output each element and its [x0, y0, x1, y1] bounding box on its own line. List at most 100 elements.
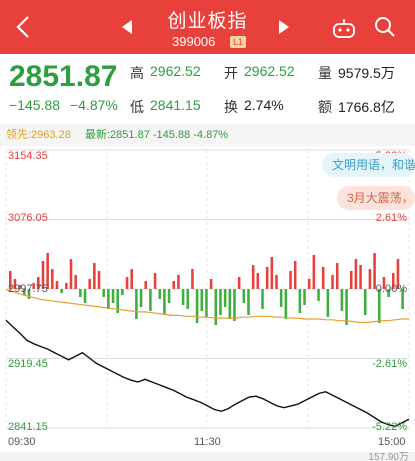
- breadth-bar: [172, 281, 176, 289]
- breadth-bar: [326, 289, 330, 317]
- breadth-bar: [149, 289, 152, 311]
- breadth-bar: [51, 269, 54, 289]
- y-axis-mid: 2997.75: [8, 283, 48, 295]
- breadth-bar: [219, 289, 222, 315]
- breadth-bar: [335, 263, 339, 289]
- breadth-bar: [391, 273, 395, 289]
- pct-axis-lower: -2.61%: [372, 358, 407, 370]
- turnover-label: 换: [224, 99, 238, 115]
- news-pill-1[interactable]: 文明用语，和谐: [322, 153, 415, 177]
- breadth-bar: [377, 289, 381, 323]
- breadth-bar: [242, 289, 246, 303]
- breadth-bar: [46, 253, 49, 289]
- breadth-bar: [298, 289, 302, 313]
- low-label: 低: [130, 99, 144, 115]
- breadth-bar: [74, 275, 77, 289]
- breadth-bar: [121, 289, 124, 295]
- y-axis-upper: 3076.05: [8, 212, 48, 224]
- breadth-bar: [186, 289, 190, 309]
- breadth-bar: [223, 289, 227, 307]
- breadth-bar: [307, 279, 311, 289]
- open-value: 2962.52: [244, 63, 295, 79]
- breadth-bar: [373, 253, 376, 289]
- search-icon[interactable]: [374, 16, 396, 38]
- breadth-bar: [279, 289, 283, 307]
- breadth-bar: [289, 271, 292, 289]
- breadth-bar: [261, 289, 264, 309]
- breadth-bar: [116, 289, 119, 313]
- pct-axis-bottom: -5.22%: [372, 421, 407, 433]
- y-axis-lower: 2919.45: [8, 358, 48, 370]
- back-arrow-icon[interactable]: [12, 14, 36, 40]
- time-mid: 11:30: [194, 436, 221, 448]
- breadth-bar: [209, 279, 213, 289]
- current-price: 2851.87: [9, 60, 118, 93]
- breadth-bar: [387, 289, 390, 297]
- turnover-value: 2.74%: [244, 97, 284, 113]
- page-title: 创业板指: [167, 11, 248, 32]
- breadth-bar: [233, 289, 236, 321]
- breadth-bar: [97, 271, 101, 289]
- volume-value: 9579.5万: [338, 65, 395, 81]
- breadth-bar: [139, 289, 143, 307]
- breadth-bar: [158, 289, 162, 299]
- breadth-bar: [107, 289, 110, 309]
- news-pill-2[interactable]: 3月大震荡，: [337, 186, 415, 210]
- breadth-bar: [382, 277, 386, 289]
- breadth-bar: [265, 267, 269, 289]
- amount-label: 额: [318, 99, 332, 115]
- breadth-bar: [293, 261, 297, 289]
- breadth-bar: [321, 267, 325, 289]
- lead-index-text: 领先:2963.28: [6, 129, 71, 141]
- time-end: 15:00: [378, 436, 406, 448]
- breadth-bar: [41, 261, 45, 289]
- breadth-bar: [237, 277, 241, 289]
- breadth-bar: [69, 259, 73, 289]
- breadth-bar: [55, 281, 59, 289]
- breadth-bar: [163, 289, 166, 315]
- breadth-bar: [331, 275, 334, 289]
- breadth-bar: [88, 279, 91, 289]
- breadth-bar: [200, 289, 204, 311]
- price-change: −145.88: [9, 97, 60, 113]
- average-line: [5, 289, 409, 324]
- latest-text: 最新:2851.87 -145.88 -4.87%: [85, 129, 229, 141]
- breadth-bar: [135, 289, 138, 319]
- breadth-bar: [32, 283, 35, 289]
- level-badge: L1: [230, 36, 247, 48]
- breadth-bar: [284, 289, 288, 319]
- intraday-chart[interactable]: 3154.35 3076.05 2997.75 2919.45 2841.15 …: [0, 146, 415, 461]
- breadth-bar: [401, 289, 404, 309]
- breadth-bar: [214, 289, 218, 325]
- volume-label: 量: [318, 65, 332, 81]
- breadth-bar: [303, 289, 306, 305]
- breadth-bar: [177, 275, 180, 289]
- breadth-bar: [144, 281, 148, 289]
- breadth-bar: [345, 289, 348, 325]
- low-value: 2841.15: [150, 97, 201, 113]
- breadth-bar: [191, 269, 194, 289]
- breadth-bar: [275, 275, 278, 289]
- open-label: 开: [224, 65, 238, 81]
- volume-axis-max: 157.90万: [368, 452, 409, 461]
- breadth-bar: [130, 269, 134, 289]
- next-stock-icon[interactable]: [279, 20, 289, 34]
- pct-axis-upper: 2.61%: [375, 212, 407, 224]
- breadth-bar: [251, 265, 255, 289]
- breadth-bar: [359, 265, 362, 289]
- breadth-bar: [396, 259, 400, 289]
- breadth-bar: [368, 269, 372, 289]
- breadth-bar: [270, 257, 274, 289]
- breadth-bar: [18, 285, 21, 289]
- robot-assistant-icon[interactable]: [332, 19, 356, 39]
- amount-value: 1766.8亿: [338, 99, 395, 115]
- pct-axis-mid: 0.00%: [375, 283, 407, 295]
- y-axis-top: 3154.35: [8, 150, 48, 162]
- breadth-bar: [153, 273, 157, 289]
- breadth-bar: [312, 255, 316, 289]
- breadth-bar: [340, 289, 344, 311]
- breadth-bar: [23, 289, 26, 295]
- previous-stock-icon[interactable]: [122, 20, 132, 34]
- breadth-bar: [125, 277, 129, 289]
- header-bar: 创业板指 399006 L1: [0, 0, 415, 54]
